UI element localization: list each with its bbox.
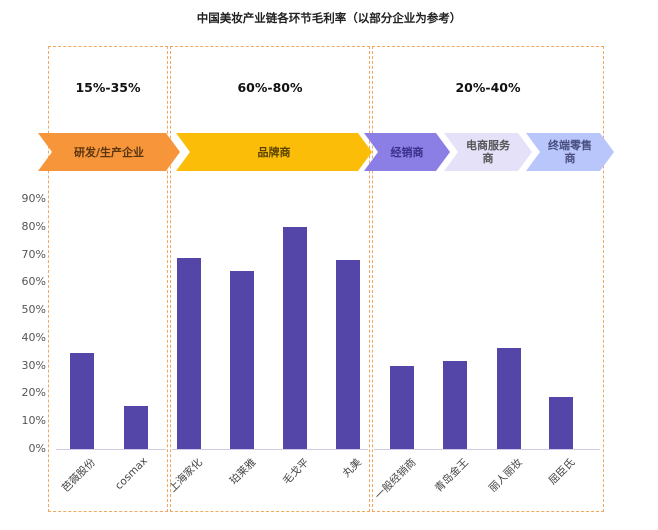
- stage-chevron: 电商服务商: [444, 133, 532, 171]
- stage-label: 品牌商: [257, 145, 291, 159]
- stage-label: 终端零售商: [548, 139, 592, 165]
- y-tick-label: 80%: [21, 219, 46, 233]
- bar: [549, 397, 573, 449]
- x-axis-line: [56, 449, 166, 450]
- stage-label: 研发/生产企业: [73, 145, 145, 159]
- y-tick-label: 20%: [21, 386, 46, 400]
- y-tick-label: 90%: [21, 192, 46, 205]
- bar: [283, 226, 307, 449]
- y-tick-label: 40%: [21, 330, 46, 344]
- bar: [124, 405, 148, 449]
- stage-label: 电商服务商: [466, 139, 510, 165]
- stage-chevron: 品牌商: [176, 133, 372, 171]
- stage-label: 经销商: [390, 145, 424, 159]
- y-tick-label: 50%: [21, 303, 46, 317]
- y-tick-label: 70%: [21, 247, 46, 261]
- segment-box: [48, 46, 168, 512]
- y-tick-label: 30%: [21, 358, 46, 372]
- segment-range-label: 15%-35%: [75, 80, 141, 95]
- stage-chevron: 研发/生产企业: [38, 133, 180, 171]
- y-tick-label: 0%: [28, 442, 46, 455]
- bar: [390, 365, 414, 449]
- bar: [70, 353, 94, 449]
- bar: [443, 360, 467, 449]
- y-tick-label: 60%: [21, 275, 46, 289]
- stage-chevron: 终端零售商: [526, 133, 614, 171]
- segment-range-label: 60%-80%: [237, 80, 303, 95]
- stage-chevron: 经销商: [364, 133, 450, 171]
- segment-box: [372, 46, 604, 512]
- x-axis-line: [374, 449, 600, 450]
- bar: [230, 271, 254, 449]
- bar: [177, 258, 201, 449]
- segment-box: [170, 46, 370, 512]
- segment-range-label: 20%-40%: [455, 80, 521, 95]
- x-axis-line: [172, 449, 368, 450]
- chart-title: 中国美妆产业链各环节毛利率（以部分企业为参考）: [196, 11, 462, 25]
- y-tick-label: 10%: [21, 414, 46, 428]
- bar: [497, 348, 521, 449]
- bar: [336, 260, 360, 449]
